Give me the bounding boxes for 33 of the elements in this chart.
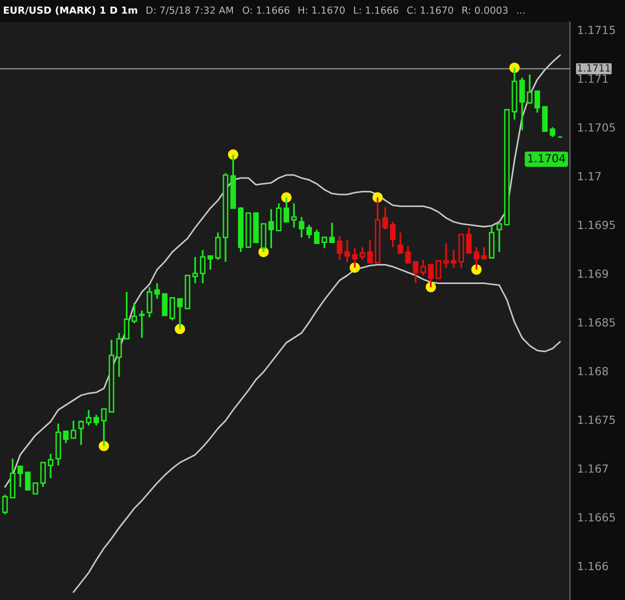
candlestick xyxy=(215,232,221,261)
candlestick xyxy=(222,172,228,263)
candlestick xyxy=(291,202,297,228)
y-tick-label: 1.171 xyxy=(578,74,608,83)
chart-title: EUR/USD (MARK) 1 D 1m xyxy=(4,6,138,15)
y-tick-label: 1.17 xyxy=(578,172,601,180)
ref-line-label: 1.1711 xyxy=(578,64,610,72)
y-tick-label: 1.1705 xyxy=(578,123,615,132)
y-tick-label: 1.1675 xyxy=(578,416,615,424)
candlestick xyxy=(116,332,122,378)
y-tick-label: 1.167 xyxy=(578,464,608,473)
y-tick-label: 1.169 xyxy=(578,269,608,278)
line-series xyxy=(72,264,561,593)
annotation: 1.1704 xyxy=(528,154,566,162)
text: C: 1.1670 xyxy=(407,6,454,14)
text: R: 0.0003 xyxy=(462,6,508,14)
candlestick xyxy=(146,286,152,318)
candlestick xyxy=(268,208,274,249)
y-tick-label: 1.1715 xyxy=(578,26,615,34)
y-tick-label: 1.1695 xyxy=(578,220,615,230)
y-tick-label: 1.1685 xyxy=(578,318,615,327)
y-tick-label: 1.166 xyxy=(578,562,608,570)
y-tick-label: 1.1665 xyxy=(578,513,615,522)
candlestick xyxy=(443,242,449,268)
y-tick-label: 1.168 xyxy=(578,366,608,376)
text: O: 1.1666 xyxy=(242,6,290,14)
text: ... xyxy=(517,12,524,14)
candlestick xyxy=(298,216,304,238)
text: D: 7/5/18 7:32 AM xyxy=(146,6,233,15)
text: H: 1.1670 xyxy=(298,6,345,14)
candlestick xyxy=(512,66,518,120)
candlestick xyxy=(474,246,480,270)
text: L: 1.1666 xyxy=(354,6,398,14)
